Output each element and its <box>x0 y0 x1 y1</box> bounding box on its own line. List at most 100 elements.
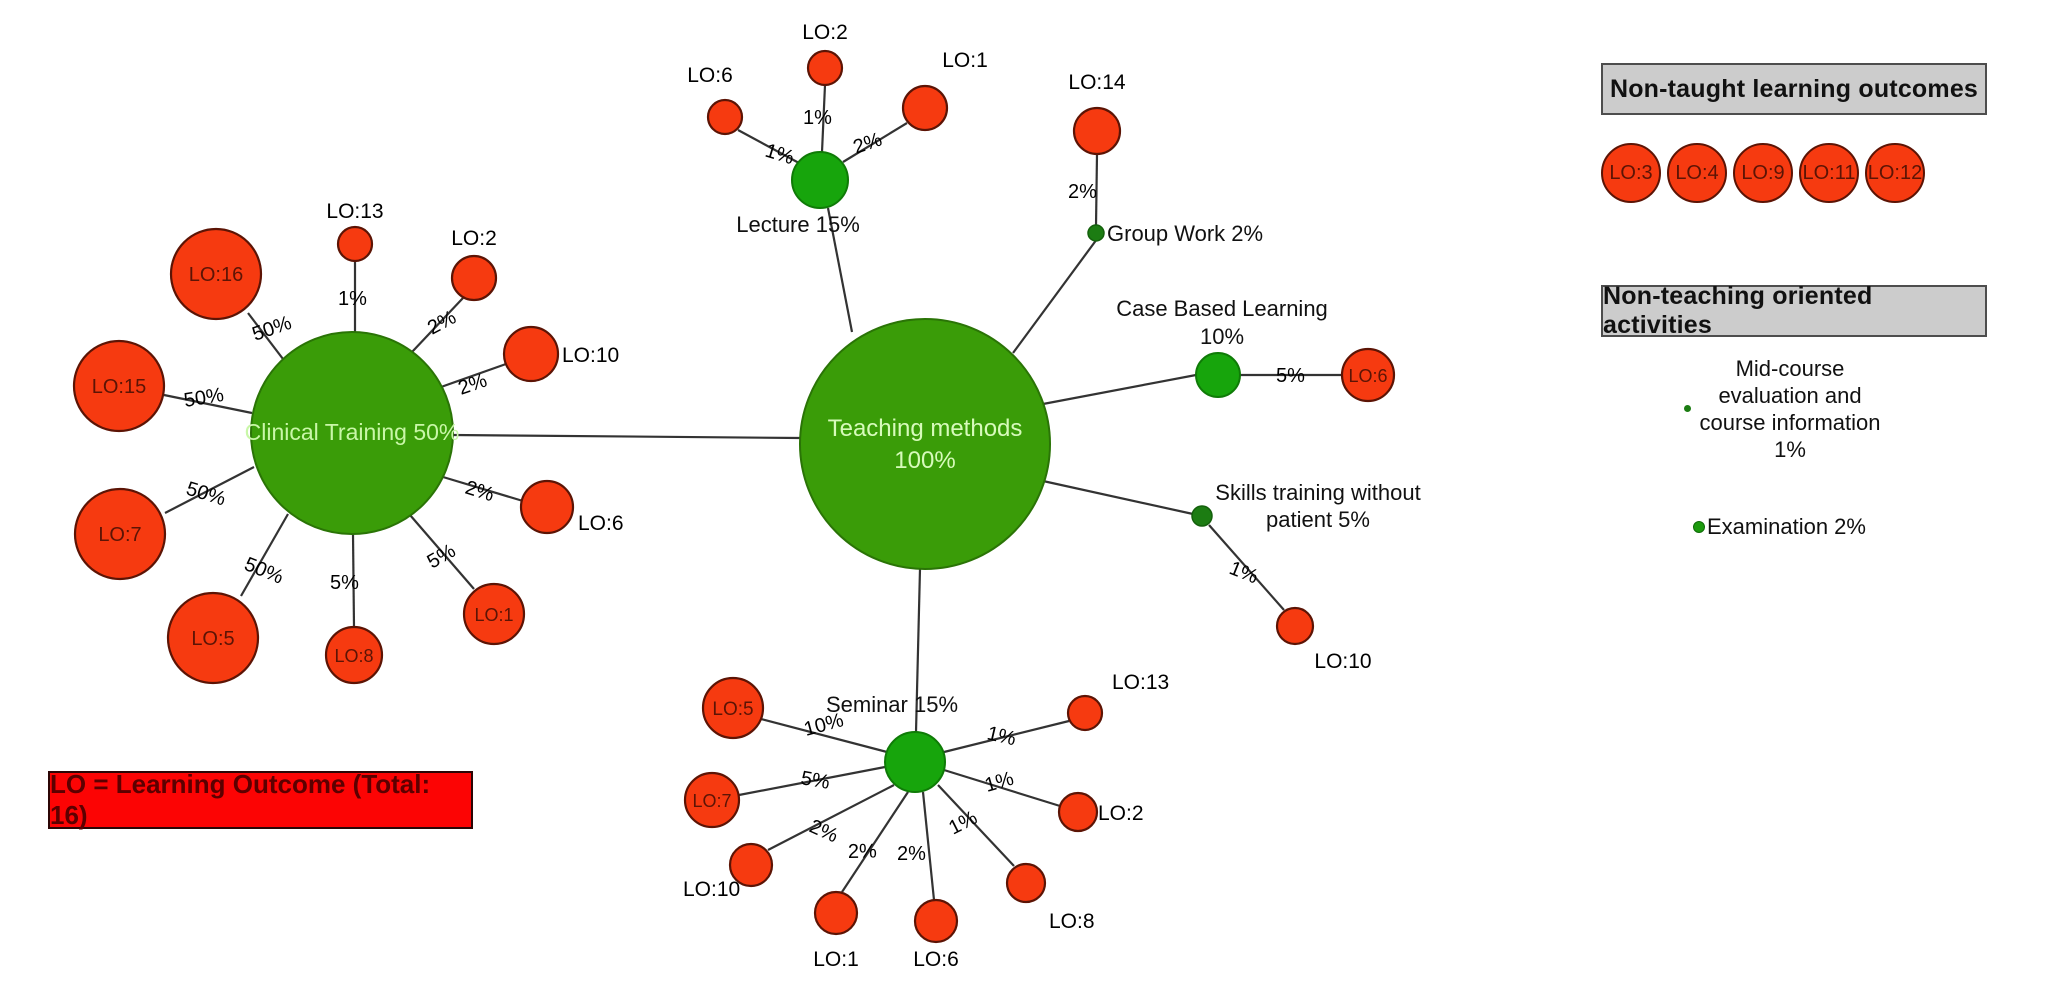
legend-lo-12[interactable]: LO:12 <box>1865 143 1925 203</box>
node-seminar-lo-10[interactable] <box>728 842 774 888</box>
edge-teaching-seminar <box>914 568 922 733</box>
label-seminar: Seminar 15% <box>826 692 958 717</box>
weight-sem-lo6: 2% <box>897 843 926 865</box>
label-lecture-lo-6: LO:6 <box>687 64 733 87</box>
weight-ct-lo15: 50% <box>182 384 225 412</box>
method-nodes <box>250 151 1241 793</box>
edge-ct-lo8 <box>351 533 356 628</box>
node-cbl-lo-6[interactable] <box>1340 347 1396 403</box>
legend-non-taught-title: Non-taught learning outcomes <box>1609 74 1979 103</box>
weight-lec-lo2: 1% <box>803 107 832 129</box>
weight-sem-lo10: 2% <box>806 815 842 847</box>
label-seminar-lo-8: LO:8 <box>1049 910 1095 933</box>
label-seminar-lo-5: LO:5 <box>712 699 753 720</box>
skills-edges <box>1208 524 1285 611</box>
label-case-based-learning-line2: 10% <box>1200 324 1244 349</box>
node-seminar-lo-7[interactable] <box>683 771 741 829</box>
node-lo-2[interactable] <box>450 254 498 302</box>
legend-non-taught-panel: Non-taught learning outcomes <box>1601 63 1987 115</box>
node-seminar-lo-5[interactable] <box>701 676 765 740</box>
edge-ct-lo2 <box>411 297 464 353</box>
group-work-edges <box>1094 153 1099 227</box>
label-teaching-methods-line2: 100% <box>894 447 955 474</box>
node-seminar-lo-1[interactable] <box>813 890 859 936</box>
node-lecture[interactable] <box>791 151 849 209</box>
node-teaching-methods[interactable] <box>799 318 1051 570</box>
lecture-edges <box>737 84 908 164</box>
weight-ct-lo16: 50% <box>249 312 294 346</box>
edge-lec-lo6 <box>737 129 800 164</box>
mid-course-line4: 1% <box>1774 437 1806 462</box>
node-lo-16[interactable] <box>169 227 263 321</box>
node-lecture-lo-2[interactable] <box>806 49 844 87</box>
legend-non-teaching-panel: Non-teaching oriented activities <box>1601 282 1987 339</box>
lo-key-box: LO = Learning Outcome (Total: 16) <box>48 769 473 830</box>
edge-sem-lo10 <box>767 784 895 851</box>
node-seminar-lo-6[interactable] <box>913 898 959 944</box>
clinical-training-edges <box>163 261 524 628</box>
label-seminar-lo-1: LO:1 <box>813 948 859 971</box>
label-cbl-lo-6: LO:6 <box>1348 366 1387 386</box>
edge-lec-lo1 <box>842 122 908 163</box>
legend-lo-4[interactable]: LO:4 <box>1667 143 1727 203</box>
seminar-edges <box>738 717 1070 901</box>
node-skills-training[interactable] <box>1191 505 1213 527</box>
root-edges <box>452 207 1197 733</box>
weight-sem-lo2: 1% <box>982 768 1016 797</box>
node-seminar-lo-8[interactable] <box>1005 862 1047 904</box>
mid-course-line3: course information <box>1699 410 1881 435</box>
label-group-work: Group Work 2% <box>1107 221 1263 246</box>
mid-course-line2: evaluation and <box>1718 383 1862 408</box>
node-lecture-lo-6[interactable] <box>706 98 744 136</box>
node-case-based-learning[interactable] <box>1195 352 1241 398</box>
weight-st-lo10: 1% <box>1226 557 1261 588</box>
node-seminar[interactable] <box>884 731 946 793</box>
node-lo-13[interactable] <box>336 225 374 263</box>
edge-ct-lo16 <box>247 312 284 360</box>
weight-gw-lo14: 2% <box>1068 181 1097 203</box>
method-node-labels: Teaching methods 100% Clinical Training … <box>245 212 1421 717</box>
label-lo-7: LO:7 <box>98 524 141 546</box>
label-lecture-lo-2: LO:2 <box>802 21 848 44</box>
node-lo-6[interactable] <box>519 479 575 535</box>
label-skills-lo-10: LO:10 <box>1314 650 1371 673</box>
outcome-node-labels: LO:16 LO:15 LO:7 LO:5 LO:8 LO:1 LO:6 LO:… <box>92 21 1388 971</box>
node-lo-15[interactable] <box>72 339 166 433</box>
legend-mid-course-item: Mid-course evaluation and course informa… <box>1660 355 1920 463</box>
node-seminar-lo-2[interactable] <box>1057 791 1099 833</box>
label-lo-15: LO:15 <box>92 376 146 398</box>
node-clinical-training[interactable] <box>250 331 454 535</box>
node-lo-8[interactable] <box>324 625 384 685</box>
edge-ct-lo10 <box>440 362 507 389</box>
weight-sem-lo7: 5% <box>799 767 832 794</box>
legend-lo-3[interactable]: LO:3 <box>1601 143 1661 203</box>
label-seminar-lo-10: LO:10 <box>683 878 740 901</box>
node-lo-7[interactable] <box>73 487 167 581</box>
edge-sem-lo5 <box>760 717 888 754</box>
legend-lo-9[interactable]: LO:9 <box>1733 143 1793 203</box>
node-lo-10[interactable] <box>502 325 560 383</box>
legend-non-teaching-title: Non-teaching oriented activities <box>1603 282 1873 339</box>
label-lo-13: LO:13 <box>326 200 383 223</box>
node-lo-5[interactable] <box>166 591 260 685</box>
edge-lec-lo2 <box>820 84 827 153</box>
node-seminar-lo-13[interactable] <box>1066 694 1104 732</box>
node-skills-lo-10[interactable] <box>1275 606 1315 646</box>
legend-lo-11[interactable]: LO:11 <box>1799 143 1859 203</box>
label-lo-5: LO:5 <box>191 628 234 650</box>
edge-teaching-skills <box>1042 479 1194 516</box>
edge-ct-lo6 <box>442 475 524 503</box>
weight-ct-lo10: 2% <box>455 369 490 399</box>
node-lecture-lo-1[interactable] <box>901 84 949 132</box>
node-lo-1[interactable] <box>462 582 526 646</box>
edge-sem-lo6 <box>921 791 936 901</box>
weight-lec-lo1: 2% <box>850 128 885 158</box>
outcome-nodes <box>72 49 1396 944</box>
node-group-work[interactable] <box>1087 224 1105 242</box>
weight-sem-lo1: 2% <box>848 840 878 863</box>
weight-ct-lo13: 1% <box>338 288 367 310</box>
mid-course-line1: Mid-course <box>1735 356 1845 381</box>
node-groupwork-lo-14[interactable] <box>1072 106 1122 156</box>
